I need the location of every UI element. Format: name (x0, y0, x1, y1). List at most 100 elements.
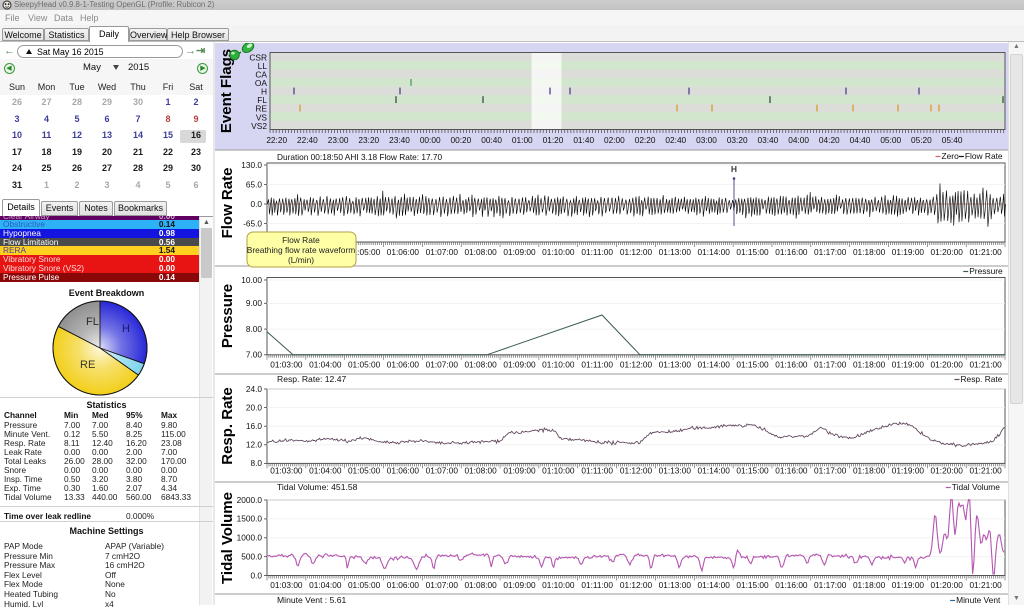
svg-text:01:05:00: 01:05:00 (348, 247, 381, 257)
svg-text:Minute Vent: Minute Vent (956, 595, 1001, 605)
svg-text:00:40: 00:40 (481, 135, 502, 145)
svg-text:H: H (122, 323, 130, 335)
svg-text:01:05:00: 01:05:00 (348, 580, 381, 590)
svg-text:04:20: 04:20 (819, 135, 840, 145)
svg-text:01:14:00: 01:14:00 (698, 580, 731, 590)
svg-text:Breathing flow rate waveform: Breathing flow rate waveform (247, 245, 355, 255)
svg-text:01:08:00: 01:08:00 (464, 360, 497, 370)
svg-text:Flow Rate: Flow Rate (965, 151, 1003, 161)
svg-text:05:20: 05:20 (911, 135, 932, 145)
svg-text:01:16:00: 01:16:00 (775, 360, 808, 370)
svg-text:01:05:00: 01:05:00 (348, 360, 381, 370)
svg-text:03:40: 03:40 (758, 135, 779, 145)
svg-text:01:08:00: 01:08:00 (464, 466, 497, 476)
svg-text:01:09:00: 01:09:00 (503, 580, 536, 590)
svg-text:01:20:00: 01:20:00 (931, 466, 964, 476)
svg-text:Pressure: Pressure (969, 266, 1003, 276)
svg-text:500.0: 500.0 (241, 552, 262, 562)
svg-text:01:12:00: 01:12:00 (620, 580, 653, 590)
svg-text:01:21:00: 01:21:00 (969, 247, 1002, 257)
svg-text:LL: LL (258, 61, 268, 71)
svg-text:01:12:00: 01:12:00 (620, 466, 653, 476)
svg-text:1500.0: 1500.0 (237, 514, 263, 524)
svg-text:01:00: 01:00 (512, 135, 533, 145)
svg-text:12.0: 12.0 (246, 440, 263, 450)
svg-text:01:04:00: 01:04:00 (309, 360, 342, 370)
svg-text:01:12:00: 01:12:00 (620, 247, 653, 257)
svg-text:01:11:00: 01:11:00 (581, 247, 613, 257)
svg-text:Tidal Volume: Tidal Volume (952, 482, 1000, 492)
svg-text:01:14:00: 01:14:00 (698, 466, 731, 476)
svg-text:01:21:00: 01:21:00 (969, 580, 1002, 590)
svg-text:01:06:00: 01:06:00 (387, 466, 420, 476)
svg-text:FL: FL (257, 95, 267, 105)
svg-text:8.0: 8.0 (250, 458, 262, 468)
svg-text:01:16:00: 01:16:00 (775, 247, 808, 257)
svg-text:01:20: 01:20 (543, 135, 564, 145)
svg-text:Tidal Volume: Tidal Volume (219, 492, 236, 584)
svg-text:04:40: 04:40 (850, 135, 871, 145)
svg-text:01:17:00: 01:17:00 (814, 466, 847, 476)
svg-text:Resp. Rate: Resp. Rate (961, 374, 1003, 384)
svg-text:VS: VS (256, 112, 268, 122)
svg-text:01:13:00: 01:13:00 (659, 247, 692, 257)
svg-text:03:20: 03:20 (727, 135, 748, 145)
svg-text:02:00: 02:00 (604, 135, 625, 145)
svg-text:Flow Rate: Flow Rate (282, 235, 320, 245)
svg-text:H: H (261, 87, 267, 97)
svg-text:Duration 00:18:50 AHI 3.18 Flo: Duration 00:18:50 AHI 3.18 Flow Rate: 17… (277, 152, 443, 162)
svg-text:01:10:00: 01:10:00 (542, 580, 575, 590)
svg-text:20.0: 20.0 (246, 402, 263, 412)
svg-text:01:10:00: 01:10:00 (542, 466, 575, 476)
svg-text:0.0: 0.0 (250, 570, 262, 580)
svg-text:130.0: 130.0 (241, 160, 262, 170)
svg-text:01:09:00: 01:09:00 (503, 360, 536, 370)
svg-text:01:15:00: 01:15:00 (736, 580, 769, 590)
svg-text:VS2: VS2 (251, 121, 267, 131)
svg-text:01:07:00: 01:07:00 (426, 466, 459, 476)
svg-text:RE: RE (255, 104, 267, 114)
svg-text:01:09:00: 01:09:00 (503, 466, 536, 476)
svg-text:FL: FL (86, 316, 99, 328)
svg-text:01:03:00: 01:03:00 (270, 466, 303, 476)
svg-text:01:13:00: 01:13:00 (659, 466, 692, 476)
svg-text:01:16:00: 01:16:00 (775, 580, 808, 590)
svg-text:RE: RE (80, 359, 95, 371)
svg-text:01:20:00: 01:20:00 (931, 360, 964, 370)
svg-text:01:18:00: 01:18:00 (853, 247, 886, 257)
svg-text:01:05:00: 01:05:00 (348, 466, 381, 476)
svg-text:01:12:00: 01:12:00 (620, 360, 653, 370)
svg-text:01:13:00: 01:13:00 (659, 580, 692, 590)
svg-text:01:21:00: 01:21:00 (969, 466, 1002, 476)
svg-text:01:04:00: 01:04:00 (309, 466, 342, 476)
svg-text:01:17:00: 01:17:00 (814, 580, 847, 590)
svg-text:CA: CA (255, 70, 267, 80)
svg-text:8.00: 8.00 (246, 324, 263, 334)
svg-text:Minute Vent : 5.61: Minute Vent : 5.61 (277, 595, 346, 605)
svg-text:00:00: 00:00 (420, 135, 441, 145)
svg-text:01:19:00: 01:19:00 (892, 247, 925, 257)
svg-text:02:40: 02:40 (665, 135, 686, 145)
svg-text:01:08:00: 01:08:00 (464, 580, 497, 590)
svg-text:01:17:00: 01:17:00 (814, 360, 847, 370)
svg-text:10.00: 10.00 (241, 275, 262, 285)
svg-text:01:21:00: 01:21:00 (969, 360, 1002, 370)
svg-text:(L/min): (L/min) (288, 255, 314, 265)
svg-text:01:06:00: 01:06:00 (387, 580, 420, 590)
svg-text:01:14:00: 01:14:00 (698, 360, 731, 370)
svg-text:9.00: 9.00 (246, 298, 263, 308)
svg-text:00:20: 00:20 (451, 135, 472, 145)
svg-text:01:20:00: 01:20:00 (931, 580, 964, 590)
svg-text:24.0: 24.0 (246, 384, 263, 394)
svg-text:01:16:00: 01:16:00 (775, 466, 808, 476)
svg-text:05:00: 05:00 (880, 135, 901, 145)
svg-text:CSR: CSR (249, 52, 267, 62)
svg-text:01:15:00: 01:15:00 (736, 247, 769, 257)
svg-text:01:09:00: 01:09:00 (503, 247, 536, 257)
svg-text:01:06:00: 01:06:00 (387, 247, 420, 257)
svg-text:01:40: 01:40 (573, 135, 594, 145)
svg-text:01:11:00: 01:11:00 (581, 580, 613, 590)
svg-text:01:19:00: 01:19:00 (892, 580, 925, 590)
svg-text:1000.0: 1000.0 (237, 533, 263, 543)
svg-text:01:17:00: 01:17:00 (814, 247, 847, 257)
